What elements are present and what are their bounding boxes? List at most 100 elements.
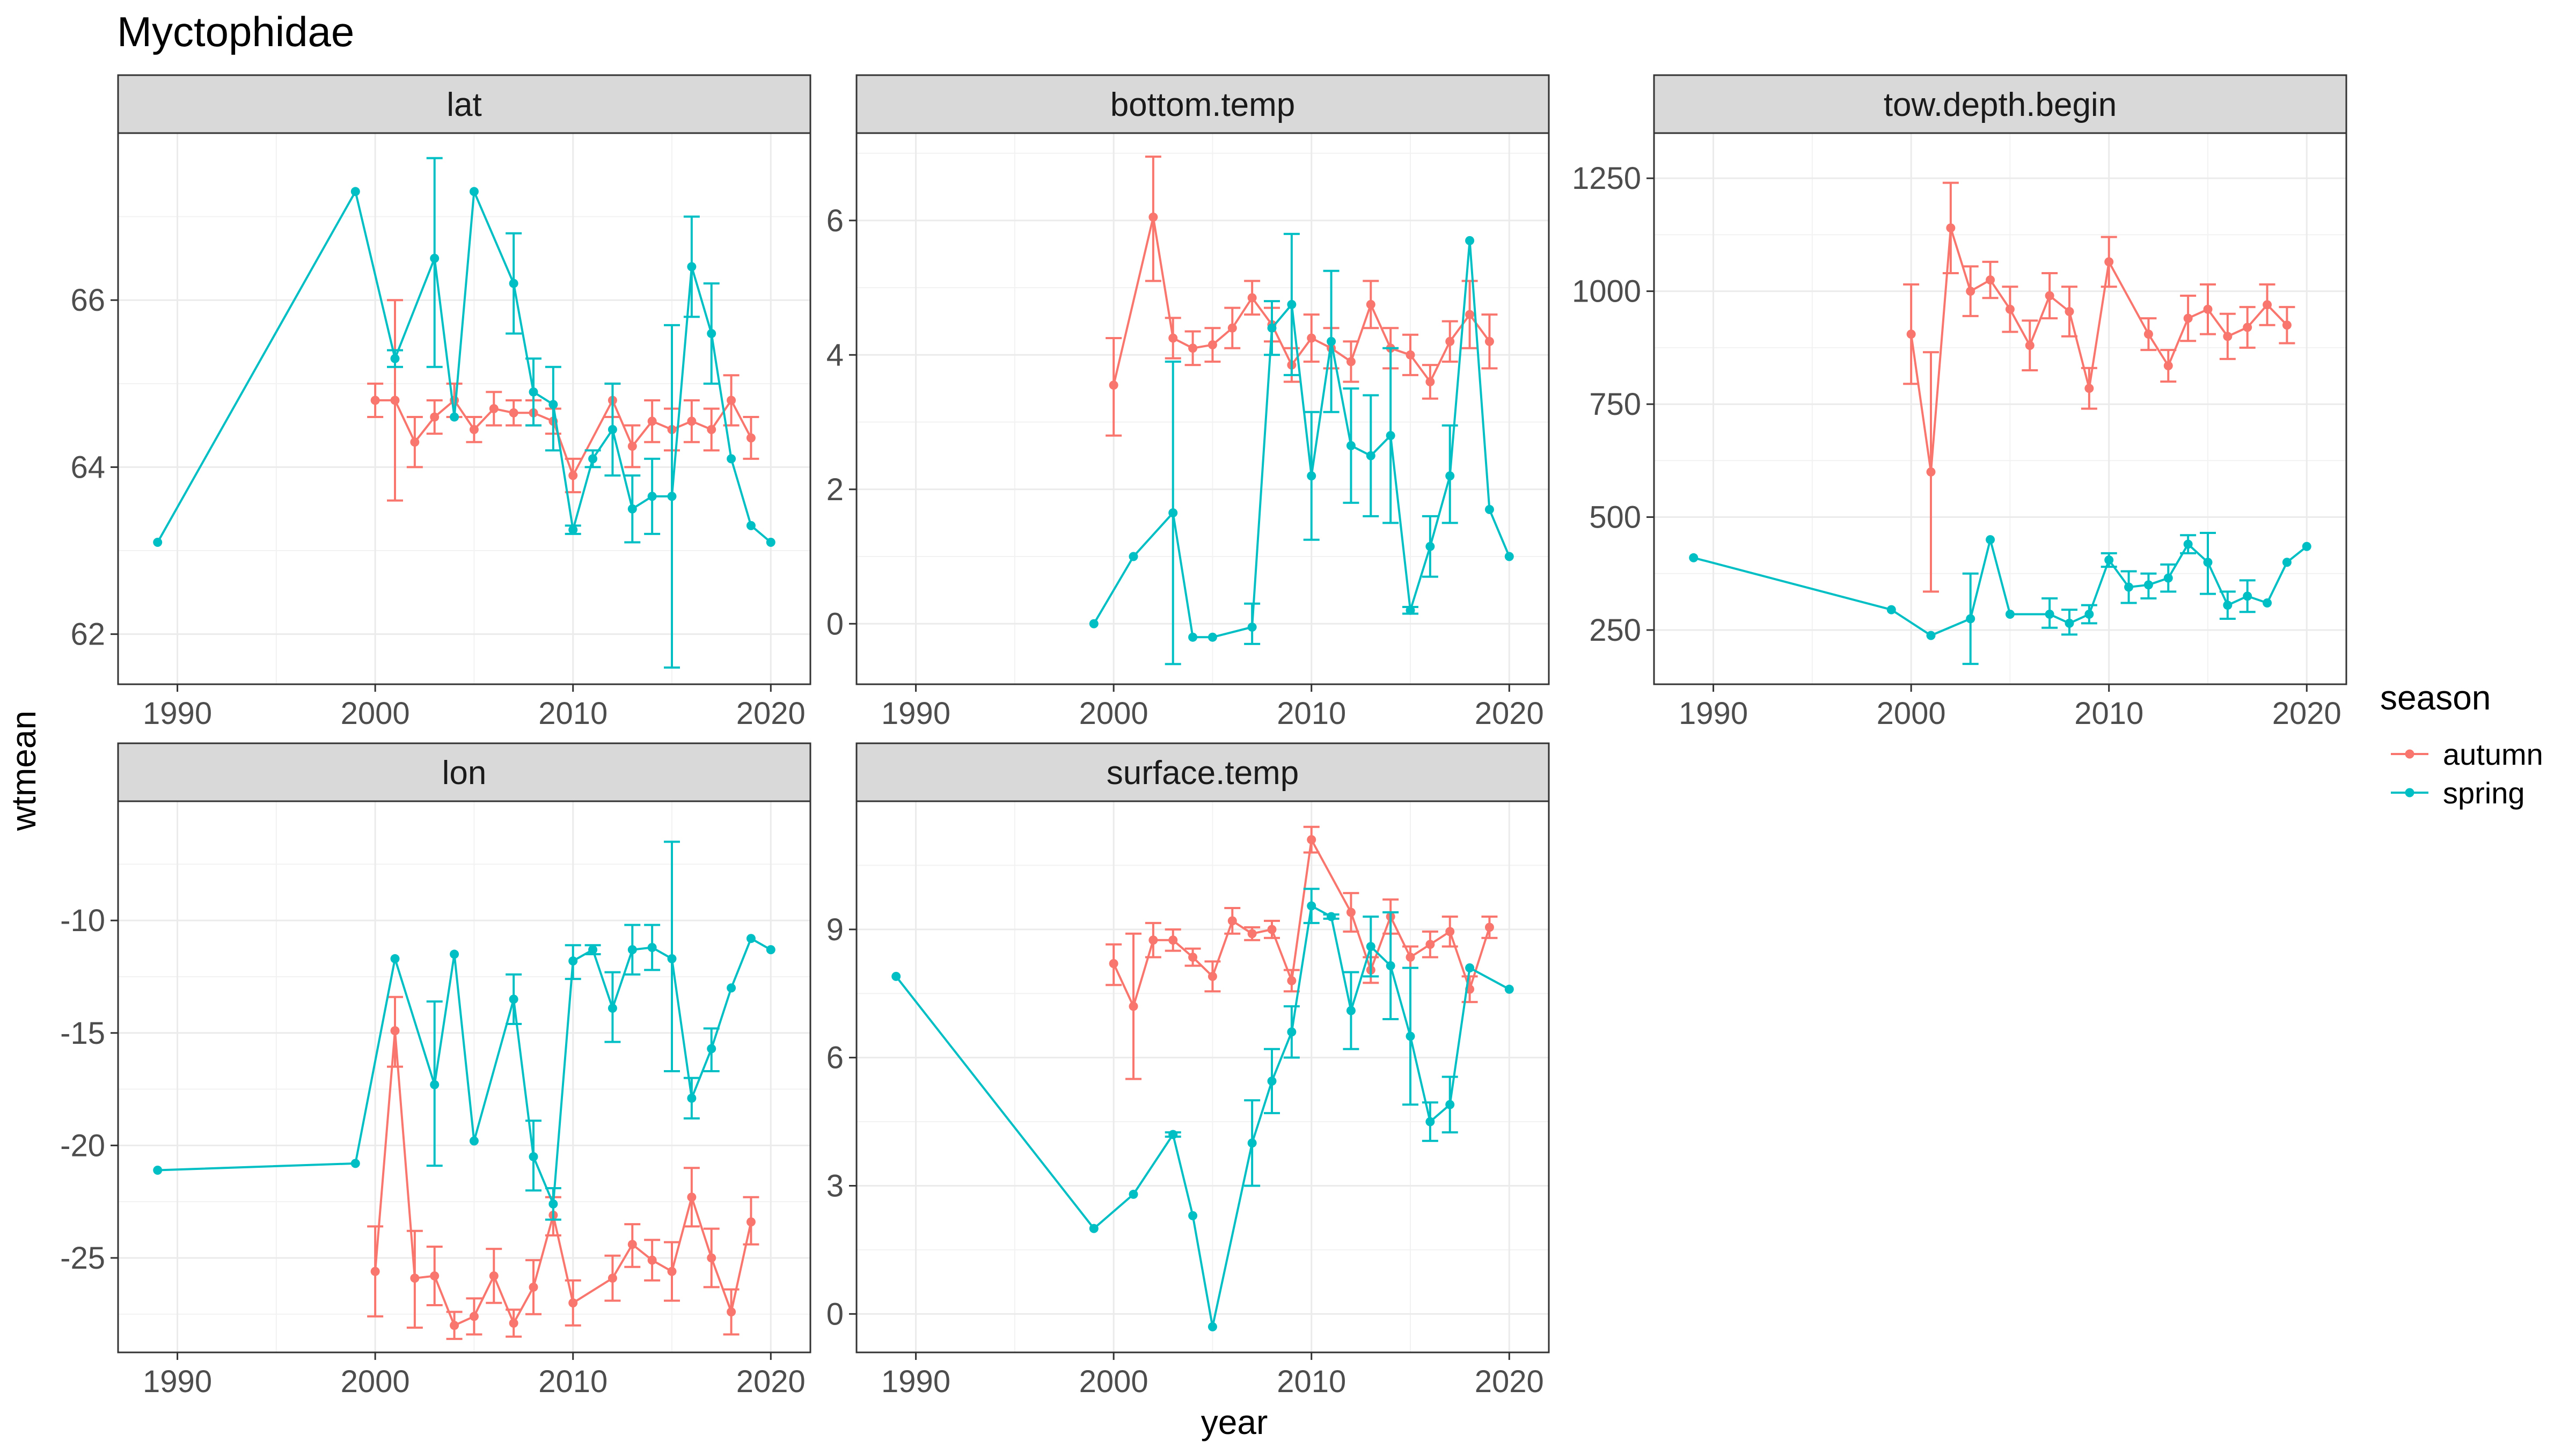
data-point <box>450 1321 459 1330</box>
data-point <box>390 354 400 363</box>
data-point <box>1208 971 1217 981</box>
legend: season autumn spring <box>2380 678 2543 810</box>
series-spring <box>153 157 775 669</box>
y-tick-label: 3 <box>826 1169 844 1204</box>
x-tick-label: 2000 <box>1079 1364 1148 1399</box>
panel-background <box>1654 133 2346 684</box>
series-line-spring <box>157 937 772 1205</box>
x-tick-label: 2000 <box>1079 696 1148 731</box>
series-autumn <box>1106 825 1498 1080</box>
data-point <box>1366 942 1375 952</box>
data-point <box>627 442 637 451</box>
y-axis-title: wtmean <box>4 711 43 831</box>
data-point <box>2263 300 2272 310</box>
facet-label: lon <box>442 755 487 792</box>
data-point <box>1227 323 1237 333</box>
y-tick-label: 62 <box>70 617 105 652</box>
x-tick-label: 1990 <box>143 1364 212 1399</box>
data-point <box>469 187 479 196</box>
data-point <box>2104 257 2114 267</box>
data-point <box>1188 1211 1198 1220</box>
data-point <box>2124 582 2134 592</box>
series-spring <box>153 840 775 1221</box>
data-point <box>707 1044 716 1053</box>
data-point <box>667 492 677 501</box>
data-point <box>529 1152 538 1161</box>
data-point <box>1287 976 1297 985</box>
y-tick-label: 4 <box>826 338 844 372</box>
y-tick-label: 750 <box>1589 387 1641 422</box>
panel-background <box>857 801 1549 1352</box>
data-point <box>746 934 756 943</box>
data-point <box>450 412 459 422</box>
data-point <box>489 1271 499 1280</box>
data-point <box>430 1080 440 1089</box>
x-tick-label: 2010 <box>1277 696 1346 731</box>
panel-border <box>117 132 811 685</box>
data-point <box>1346 908 1356 917</box>
data-point <box>153 537 163 547</box>
legend-key-point <box>2405 749 2414 759</box>
x-tick-label: 2020 <box>1475 696 1544 731</box>
data-point <box>430 412 440 422</box>
data-point <box>2025 341 2035 350</box>
chart-title: Myctophidae <box>117 8 354 55</box>
data-point <box>1168 935 1178 945</box>
data-point <box>1287 1027 1297 1037</box>
data-point <box>2203 304 2213 314</box>
y-tick-label: 6 <box>826 1041 844 1075</box>
data-point <box>727 983 736 993</box>
series-spring <box>1689 531 2311 665</box>
x-tick-label: 2000 <box>341 1364 410 1399</box>
data-point <box>1406 605 1415 615</box>
data-point <box>1109 380 1118 390</box>
data-point <box>746 1217 756 1227</box>
data-point <box>647 492 657 501</box>
data-point <box>1406 953 1415 962</box>
data-point <box>1946 223 1956 233</box>
panel-lat: lat 1990 2000 2010 2020 62 64 66 <box>70 74 811 731</box>
data-point <box>548 400 558 409</box>
x-tick-label: 2010 <box>2074 696 2143 731</box>
data-point <box>350 1159 360 1168</box>
data-point <box>588 945 598 955</box>
data-point <box>1188 953 1198 962</box>
data-point <box>2045 291 2054 301</box>
data-point <box>2084 384 2094 393</box>
data-point <box>1886 605 1896 614</box>
data-point <box>529 387 538 397</box>
data-point <box>647 942 657 952</box>
x-tick-label: 2000 <box>1877 696 1946 731</box>
data-point <box>1425 377 1435 386</box>
data-point <box>1247 1138 1257 1148</box>
series-autumn <box>367 996 759 1340</box>
panel-surface-temp: surface.temp 1990 2000 2010 2020 0 3 6 9 <box>826 742 1550 1399</box>
y-tick-label: 0 <box>826 1297 844 1331</box>
data-point <box>1129 1001 1138 1011</box>
data-point <box>2065 618 2074 628</box>
panel-border <box>855 800 1550 1353</box>
y-tick-label: 1000 <box>1572 274 1641 309</box>
data-point <box>608 1004 617 1013</box>
data-point <box>2243 591 2252 601</box>
facet-strip <box>855 742 1550 802</box>
data-point <box>568 471 578 480</box>
data-point <box>2045 610 2054 619</box>
y-tick-label: 64 <box>70 450 105 485</box>
data-point <box>1986 535 1995 545</box>
data-point <box>1366 299 1375 309</box>
data-point <box>568 525 578 535</box>
x-tick-label: 2010 <box>1277 1364 1346 1399</box>
data-point <box>746 521 756 530</box>
data-point <box>1386 431 1395 441</box>
data-point <box>667 954 677 963</box>
data-point <box>627 945 637 955</box>
data-point <box>2065 307 2074 317</box>
data-point <box>687 416 697 426</box>
data-point <box>1267 323 1277 333</box>
data-point <box>390 396 400 405</box>
panel-border <box>1653 132 2347 685</box>
data-point <box>588 454 598 464</box>
series-autumn <box>1903 181 2295 593</box>
data-point <box>687 1192 697 1202</box>
